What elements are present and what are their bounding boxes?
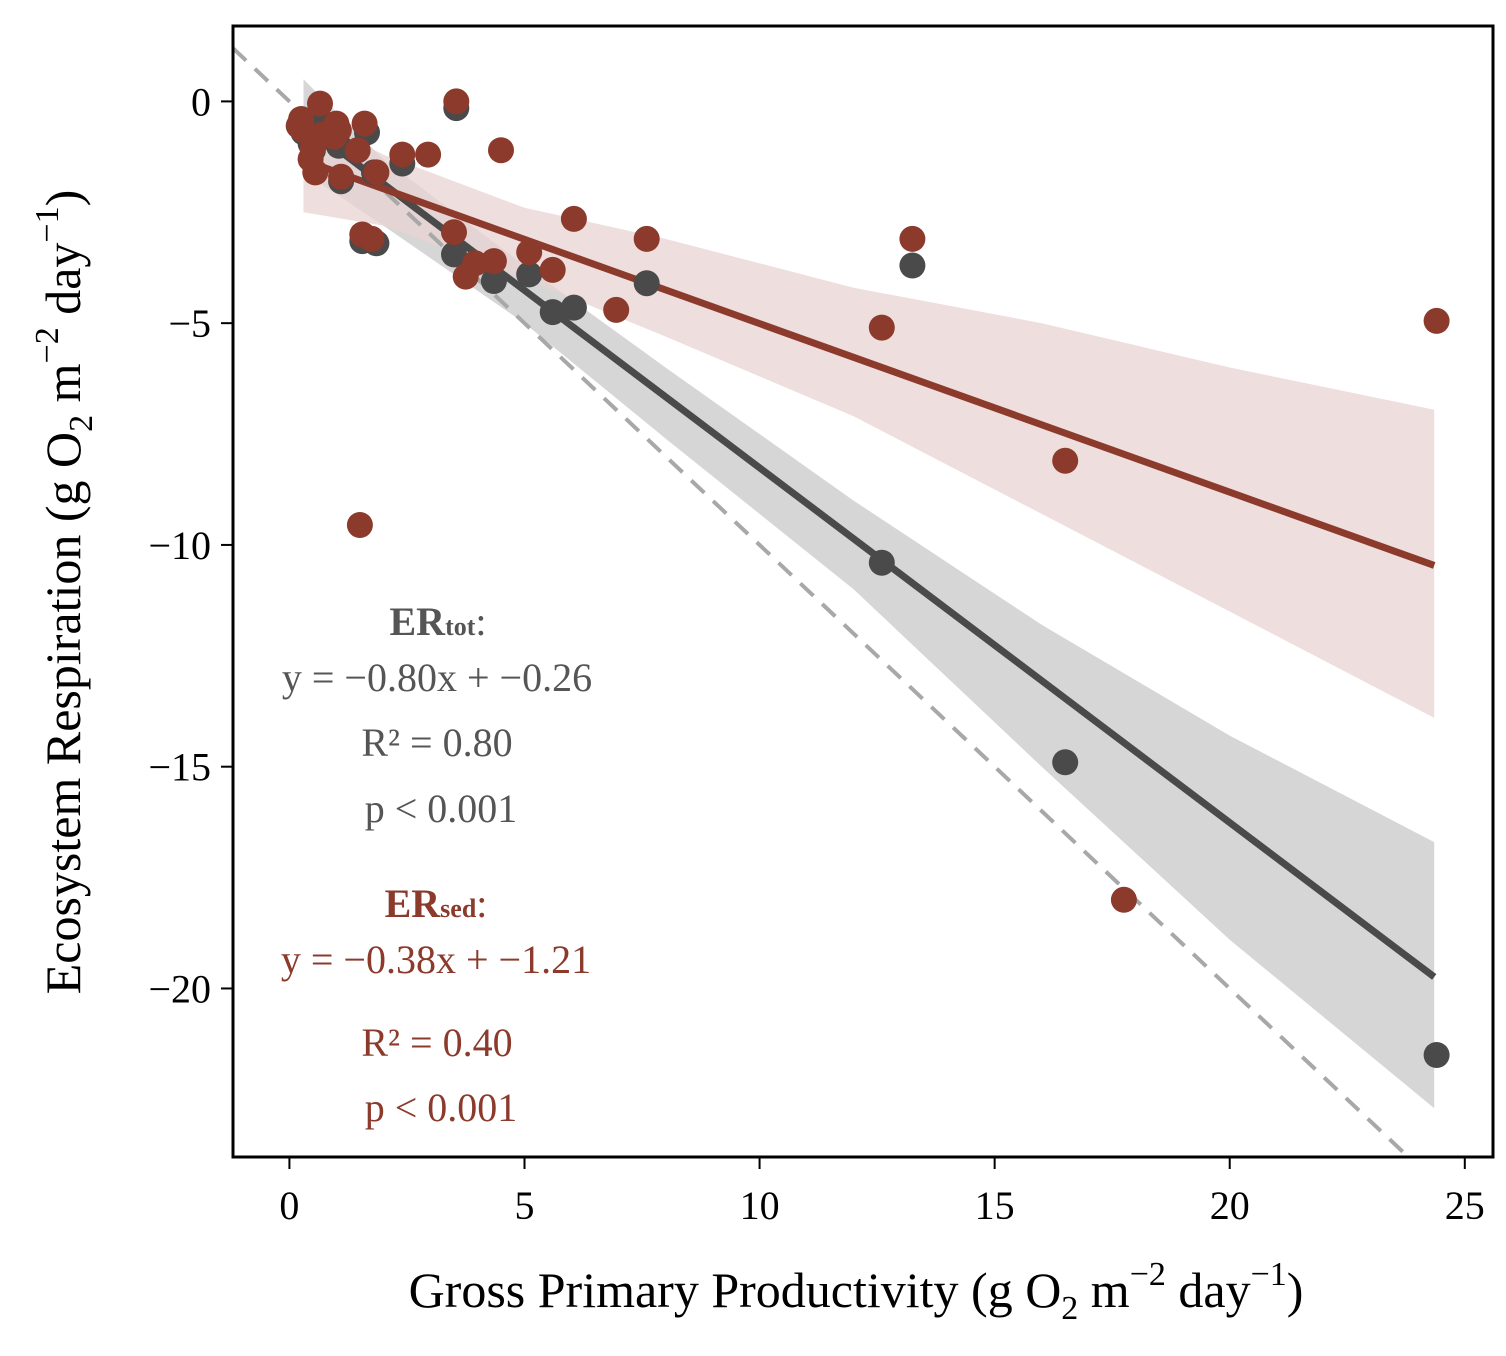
point-1-26 — [516, 239, 543, 266]
point-0-20 — [516, 261, 543, 288]
annotation-ertot-label: ERtot: — [389, 599, 486, 644]
x-tick-label: 25 — [1445, 1183, 1485, 1228]
point-1-31 — [868, 314, 895, 341]
point-0-19 — [480, 268, 507, 294]
point-1-32 — [899, 225, 926, 252]
point-1-28 — [560, 205, 587, 232]
point-1-17 — [363, 159, 390, 186]
point-1-34 — [1110, 886, 1137, 913]
x-axis-ticks: 0 5 10 15 20 25 — [279, 1156, 1485, 1228]
point-1-15 — [351, 110, 378, 137]
annotation-ersed-p: p < 0.001 — [365, 1085, 518, 1130]
y-tick-label: −5 — [168, 301, 211, 346]
point-1-21 — [443, 88, 470, 115]
x-tick-label: 15 — [975, 1183, 1015, 1228]
x-tick-label: 10 — [740, 1183, 780, 1228]
annotation-ertot-p: p < 0.001 — [365, 786, 518, 831]
point-1-27 — [539, 256, 566, 283]
y-tick-label: 0 — [191, 79, 211, 124]
point-1-23 — [462, 250, 489, 277]
point-0-21 — [539, 299, 566, 326]
annotation-ertot: ERtot: y = −0.80x + −0.26 R² = 0.80 p < … — [282, 599, 592, 831]
annotation-ertot-equation: y = −0.80x + −0.26 — [282, 655, 592, 700]
point-1-33 — [1052, 447, 1079, 474]
y-tick-label: −20 — [148, 966, 211, 1011]
point-0-23 — [633, 270, 660, 297]
data-points — [285, 88, 1450, 1068]
point-1-13 — [346, 512, 373, 538]
point-1-16 — [358, 225, 385, 252]
point-1-12 — [344, 137, 371, 164]
annotation-ersed-r2: R² = 0.40 — [361, 1020, 512, 1065]
annotation-ersed-equation: y = −0.38x + −1.21 — [281, 937, 591, 982]
x-axis-title: Gross Primary Productivity (g O2 m−2 day… — [409, 1256, 1304, 1327]
point-1-6 — [307, 90, 333, 117]
point-0-27 — [1423, 1042, 1450, 1068]
point-1-10 — [325, 117, 352, 144]
point-1-20 — [441, 219, 467, 246]
y-axis-title: Ecosystem Respiration (g O2 m−2 day−1) — [29, 190, 100, 995]
annotation-ersed: ERsed: y = −0.38x + −1.21 R² = 0.40 p < … — [281, 881, 591, 1130]
x-tick-label: 0 — [279, 1183, 299, 1228]
annotation-ertot-r2: R² = 0.80 — [361, 720, 512, 765]
x-tick-label: 5 — [514, 1183, 534, 1228]
point-1-19 — [415, 141, 442, 168]
point-1-5 — [302, 159, 329, 186]
confidence-band-1 — [303, 114, 1435, 718]
point-0-24 — [868, 549, 895, 576]
point-0-22 — [560, 294, 587, 321]
point-1-30 — [633, 225, 660, 252]
point-1-35 — [1423, 307, 1450, 334]
point-0-17 — [441, 241, 467, 268]
y-axis-ticks: 0 −5 −10 −15 −20 — [148, 79, 234, 1011]
y-tick-label: −10 — [148, 523, 211, 568]
point-0-26 — [1052, 749, 1079, 776]
y-tick-label: −15 — [148, 745, 211, 790]
point-1-25 — [488, 137, 514, 164]
point-0-25 — [899, 252, 926, 279]
point-1-24 — [480, 248, 507, 275]
x-tick-label: 20 — [1210, 1183, 1250, 1228]
point-1-29 — [603, 296, 630, 323]
fit-line-1 — [302, 156, 1436, 569]
point-1-18 — [389, 141, 416, 168]
point-1-11 — [328, 163, 355, 190]
annotation-ersed-label: ERsed: — [385, 881, 488, 926]
